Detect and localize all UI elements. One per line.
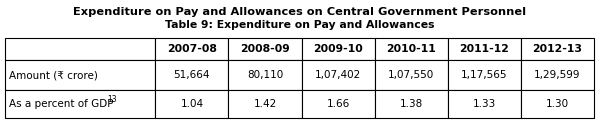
Bar [155,60,228,90]
Bar [5,90,155,118]
Bar [521,38,594,60]
Text: 2010-11: 2010-11 [386,44,436,54]
Bar [374,38,448,60]
Text: 1.33: 1.33 [473,99,496,109]
Text: 1,07,550: 1,07,550 [388,70,434,80]
Text: 1,17,565: 1,17,565 [461,70,507,80]
Bar [155,90,228,118]
Text: 2007-08: 2007-08 [167,44,217,54]
Text: 80,110: 80,110 [247,70,283,80]
Text: 1.66: 1.66 [326,99,350,109]
Text: As a percent of GDP: As a percent of GDP [9,99,113,109]
Bar [448,38,521,60]
Bar [521,60,594,90]
Text: 13: 13 [107,95,117,103]
Bar [301,38,374,60]
Text: 1.30: 1.30 [546,99,569,109]
Text: 2012-13: 2012-13 [533,44,582,54]
Bar [5,38,155,60]
Bar [301,90,374,118]
Bar [448,60,521,90]
Bar [374,90,448,118]
Bar [301,60,374,90]
Text: Table 9: Expenditure on Pay and Allowances: Table 9: Expenditure on Pay and Allowanc… [165,20,434,30]
Text: 1,29,599: 1,29,599 [534,70,580,80]
Text: 1.38: 1.38 [400,99,423,109]
Text: 1,07,402: 1,07,402 [315,70,361,80]
Text: 1.04: 1.04 [180,99,204,109]
Text: 2009-10: 2009-10 [313,44,363,54]
Bar [448,90,521,118]
Text: Expenditure on Pay and Allowances on Central Government Personnel: Expenditure on Pay and Allowances on Cen… [73,7,526,17]
Bar [521,90,594,118]
Text: 2008-09: 2008-09 [240,44,290,54]
Bar [228,38,301,60]
Text: 1.42: 1.42 [253,99,277,109]
Bar [228,60,301,90]
Bar [228,90,301,118]
Bar [5,60,155,90]
Text: 2011-12: 2011-12 [459,44,509,54]
Text: Amount (₹ crore): Amount (₹ crore) [9,70,98,80]
Text: 51,664: 51,664 [174,70,210,80]
Bar [155,38,228,60]
Bar [374,60,448,90]
